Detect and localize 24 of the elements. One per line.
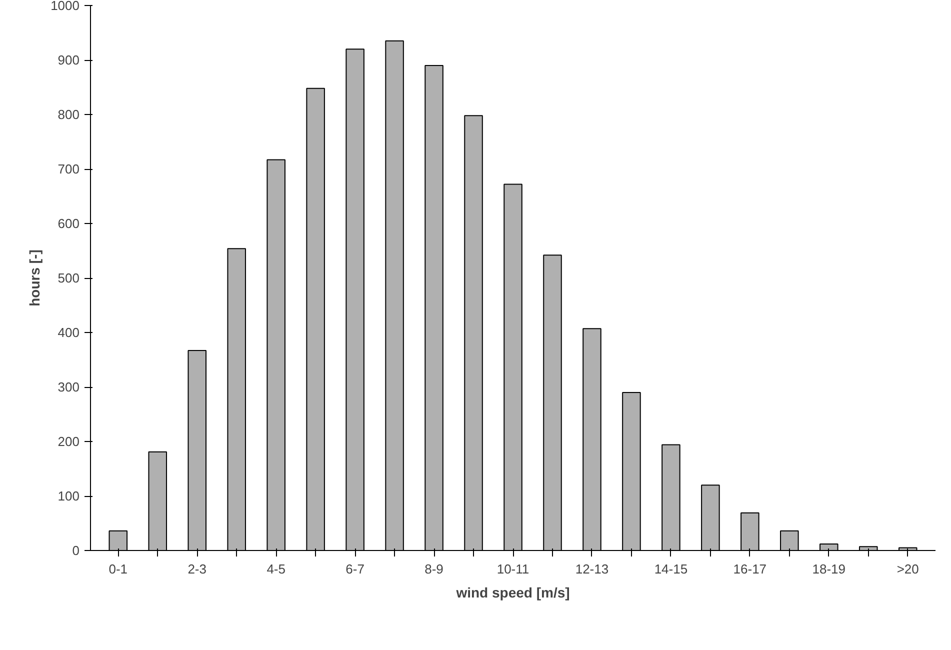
x-tick-label: 8-9 [424, 562, 444, 576]
x-tick-label: 18-19 [812, 562, 846, 576]
x-axis-title: wind speed [m/s] [455, 584, 570, 600]
y-tick-label: 900 [58, 52, 80, 68]
y-tick-label: 600 [58, 216, 80, 231]
x-tick-label: 0-1 [108, 562, 128, 576]
x-tick-label: >20 [896, 562, 919, 576]
x-tick-label: 4-5 [266, 562, 286, 576]
x-tick-label: 6-7 [346, 562, 364, 576]
x-tick-label: 2-3 [188, 562, 207, 576]
y-tick-label: 200 [58, 434, 80, 449]
y-tick-label: 0 [72, 543, 80, 558]
y-tick-label: 400 [58, 325, 80, 340]
y-tick-label: 700 [58, 162, 80, 176]
y-tick-label: 100 [58, 488, 80, 504]
y-tick-label: 1000 [50, 0, 80, 13]
y-axis-title: hours [-] [26, 250, 43, 306]
x-tick-label: 10-11 [496, 562, 530, 576]
x-tick-label: 16-17 [733, 562, 767, 576]
x-tick-label: 14-15 [654, 562, 688, 576]
y-tick-label: 500 [58, 270, 80, 286]
y-tick-label: 800 [58, 107, 80, 122]
y-tick-label: 300 [58, 380, 80, 394]
x-tick-label: 12-13 [575, 562, 609, 576]
